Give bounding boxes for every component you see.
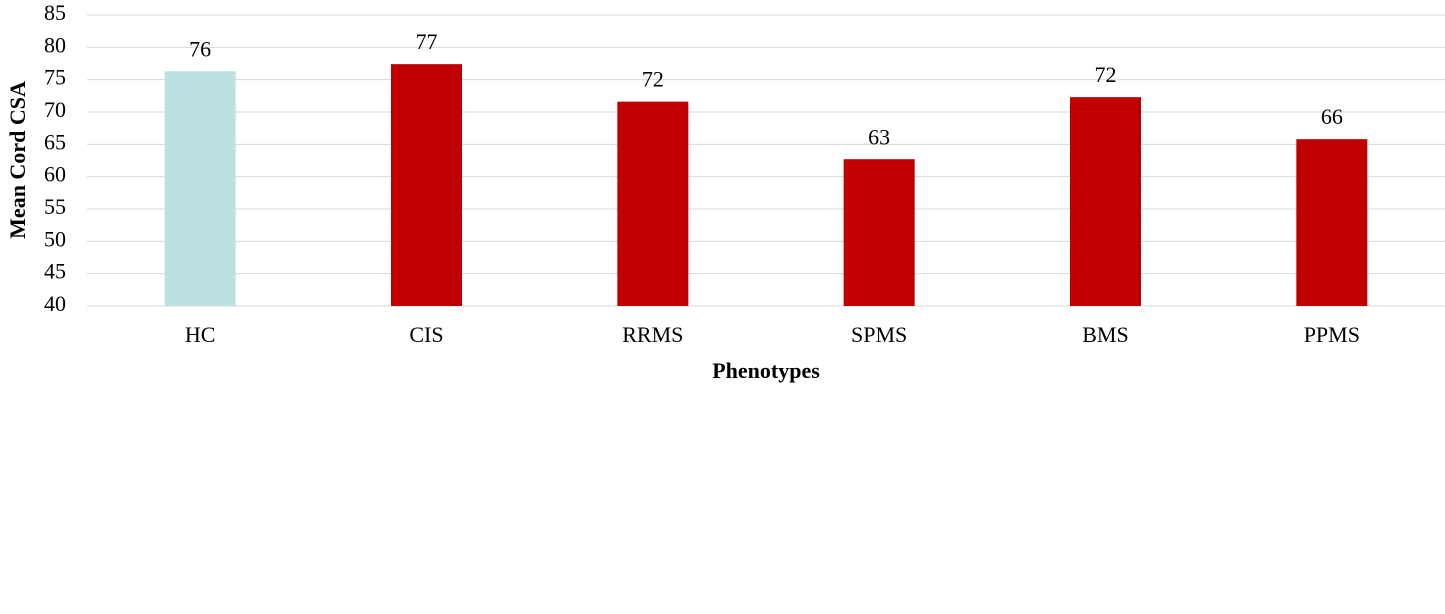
x-tick-label: RRMS <box>622 322 683 347</box>
y-axis-label: Mean Cord CSA <box>5 81 30 239</box>
y-tick-label: 50 <box>44 226 66 251</box>
data-label: 76 <box>189 36 211 61</box>
bar <box>1070 97 1141 306</box>
bar <box>617 101 689 306</box>
data-label: 72 <box>1095 62 1117 87</box>
data-label: 63 <box>868 124 890 149</box>
y-tick-label: 60 <box>44 162 66 187</box>
x-tick-label: SPMS <box>851 322 907 347</box>
bar <box>391 64 462 306</box>
x-tick-label: BMS <box>1082 322 1128 347</box>
y-tick-label: 65 <box>44 129 66 154</box>
x-axis-label: Phenotypes <box>712 358 820 383</box>
x-tick-label: CIS <box>409 322 443 347</box>
x-tick-label: PPMS <box>1304 322 1360 347</box>
y-tick-label: 45 <box>44 259 66 284</box>
x-tick-label: HC <box>185 322 216 347</box>
y-tick-label: 70 <box>44 97 66 122</box>
y-tick-label: 80 <box>44 32 66 57</box>
data-label: 77 <box>416 29 438 54</box>
data-label: 72 <box>642 67 664 92</box>
y-tick-label: 55 <box>44 194 66 219</box>
y-tick-label: 85 <box>44 0 66 25</box>
y-tick-label: 40 <box>44 291 66 316</box>
y-tick-label: 75 <box>44 65 66 90</box>
bar <box>1296 139 1368 306</box>
bar <box>164 71 236 306</box>
bar <box>843 159 915 306</box>
data-label: 66 <box>1321 104 1343 129</box>
